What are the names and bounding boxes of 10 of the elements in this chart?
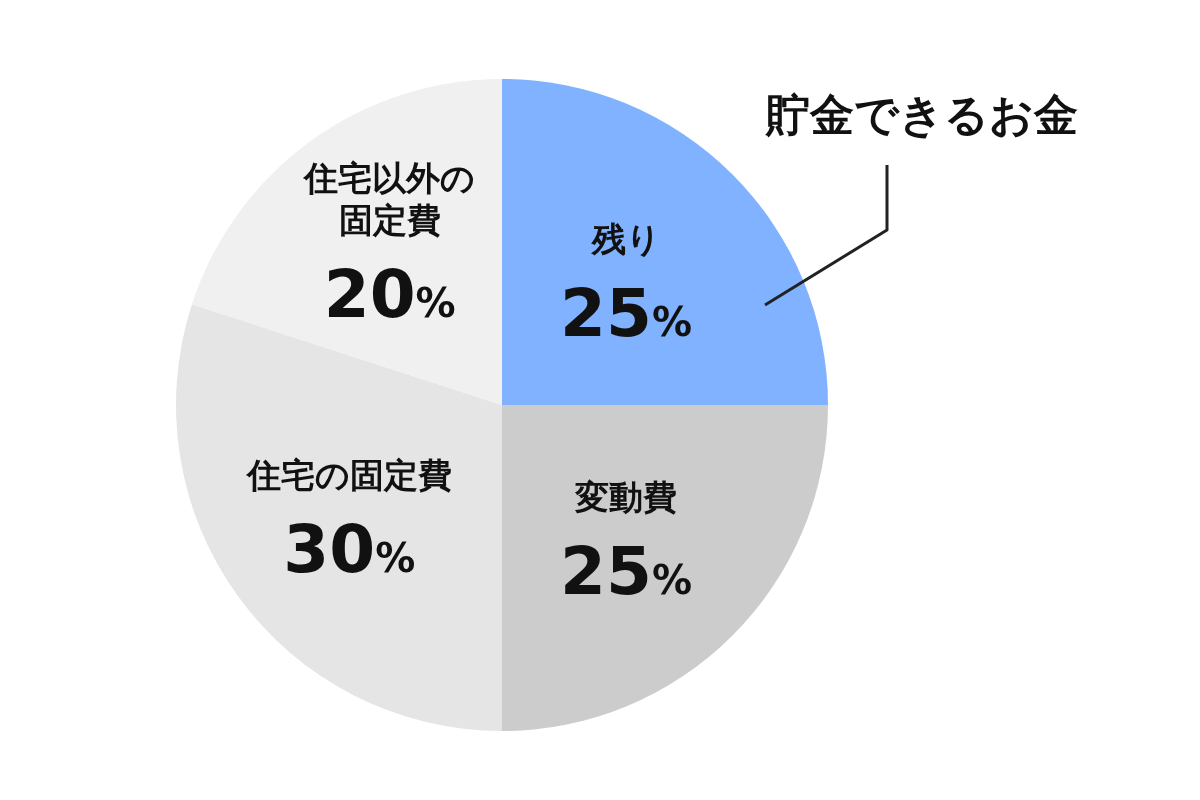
pie-slice [502,405,828,731]
data-label: 25% [560,274,693,352]
slice-label: 住宅の固定費 [244,455,452,496]
slice-label: 変動費 [574,477,678,518]
data-label: 30% [283,511,416,589]
data-label: 20% [323,256,456,334]
slice-label: 住宅以外の固定費 [302,158,476,241]
slice-label: 残り [589,218,661,259]
data-label: 25% [560,533,693,611]
text: 貯金できるお金 [765,89,1078,140]
